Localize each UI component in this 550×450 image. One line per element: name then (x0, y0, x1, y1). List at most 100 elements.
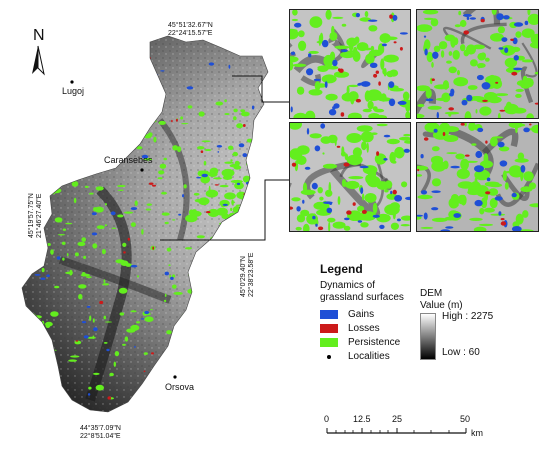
persistence-patch (236, 210, 244, 218)
persistence-patch (168, 357, 172, 364)
legend-subtitle-2: grassland surfaces (320, 292, 404, 303)
gain-patch (87, 393, 91, 396)
persistence-patch (122, 343, 126, 346)
persistence-patch (209, 314, 214, 320)
persistence-patch (88, 386, 92, 390)
inset-connector-bottom (160, 179, 290, 241)
persistence-patch (150, 308, 153, 311)
coord-top: 45°51'32.67"N 22°24'15.57"E (168, 22, 213, 38)
persistence-patch (164, 293, 167, 297)
legend-label-localities: Localities (348, 351, 390, 362)
gain-patch (196, 177, 202, 179)
gain-patch (225, 329, 231, 332)
loss-patch (90, 56, 95, 60)
loss-patch (107, 396, 112, 400)
persistence-patch (159, 163, 167, 169)
gain-patch (86, 81, 92, 85)
dem-low-label: Low : 60 (442, 347, 480, 358)
persistence-patch (161, 191, 167, 195)
persistence-patch (250, 199, 254, 204)
caransebes-locality-marker (140, 168, 144, 172)
persistence-patch (28, 113, 37, 118)
scale-label-12-5: 12.5 (353, 414, 371, 424)
persistence-patch (163, 299, 167, 303)
persistence-patch (95, 186, 104, 191)
persistence-patch (200, 175, 211, 184)
gain-patch (201, 173, 208, 178)
persistence-patch (109, 99, 116, 105)
gain-patch (182, 194, 185, 198)
gain-patch (110, 211, 116, 216)
persistence-patch (54, 285, 60, 289)
gain-patch (39, 183, 42, 185)
persistence-patch (164, 221, 169, 225)
persistence-patch (227, 212, 238, 222)
persistence-patch (62, 228, 67, 231)
persistence-patch (233, 165, 242, 170)
gain-patch (91, 104, 95, 108)
gain-patch (178, 213, 182, 216)
persistence-patch (92, 335, 95, 339)
persistence-patch (253, 160, 260, 165)
persistence-patch (86, 276, 92, 278)
persistence-patch (35, 382, 39, 388)
persistence-patch (216, 207, 228, 216)
gain-patch (141, 154, 149, 159)
loss-patch (53, 102, 56, 106)
persistence-patch (232, 151, 238, 157)
persistence-patch (225, 290, 229, 294)
loss-patch (173, 356, 176, 359)
persistence-patch (44, 338, 50, 341)
persistence-patch (65, 271, 74, 275)
lugoj-locality-marker (70, 80, 74, 84)
gain-patch (217, 151, 220, 153)
coord-right-lat: 45°0'29.40"N (240, 256, 247, 297)
persistence-patch (74, 252, 79, 257)
gain-patch (140, 318, 145, 320)
loss-patch (242, 124, 246, 127)
persistence-patch (122, 242, 127, 247)
persistence-patch (119, 312, 125, 316)
persistence-patch (228, 145, 234, 150)
persistence-patch (50, 311, 59, 317)
gain-patch (59, 109, 65, 112)
persistence-patch (235, 204, 241, 207)
persistence-patch (114, 351, 120, 357)
persistence-patch (172, 284, 177, 289)
persistence-patch (224, 161, 234, 164)
persistence-patch (208, 185, 211, 194)
persistence-patch (68, 359, 77, 362)
persistence-patch (49, 141, 56, 144)
coord-right-lon: 22°38'23.58"E (248, 252, 255, 297)
persistence-patch (202, 393, 208, 397)
persistence-patch (78, 293, 83, 300)
loss-patch (206, 211, 211, 214)
persistence-patch (41, 267, 45, 273)
persistence-patch (197, 357, 201, 363)
gain-patch (240, 350, 244, 354)
gain-patch (186, 86, 194, 90)
persistence-patch (230, 179, 243, 184)
persistence-patch (245, 193, 248, 196)
locality-label-caransebes: Caransebes (104, 155, 153, 165)
coord-left-lon: 21°46'27.40"E (36, 193, 43, 238)
persistence-patch (241, 210, 246, 218)
gain-patch (55, 174, 58, 179)
persistence-patch (50, 144, 60, 148)
persistence-patch (138, 109, 142, 111)
gain-patch (81, 321, 87, 324)
gain-patch (56, 256, 61, 260)
legend-item-gains: Gains (320, 309, 545, 320)
persistence-patch (66, 253, 69, 257)
persistence-patch (134, 200, 138, 206)
persistence-patch (204, 148, 212, 152)
persistence-patch (224, 113, 230, 115)
persistence-patch (89, 192, 94, 195)
persistence-patch (124, 336, 129, 342)
persistence-patch (130, 310, 137, 313)
gain-patch (37, 99, 43, 103)
persistence-patch (118, 287, 128, 294)
loss-patch (55, 88, 58, 91)
gain-patch (147, 117, 150, 122)
persistence-patch (224, 192, 236, 200)
